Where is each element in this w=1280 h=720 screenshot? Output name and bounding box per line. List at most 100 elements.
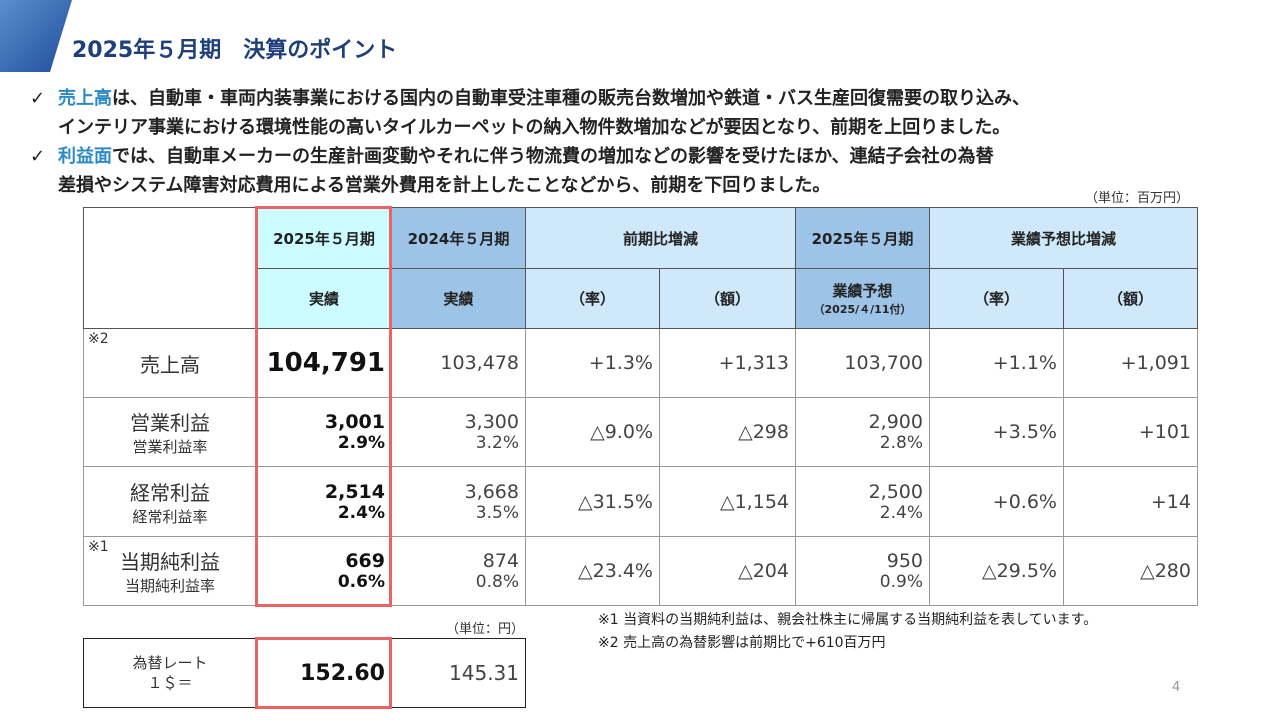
text: 当期純利益 [120,550,220,574]
value-cell: △204 [659,536,796,606]
fx-2025: 152.60 [256,638,392,708]
value-cell: +3.5% [929,397,1064,467]
value: +3.5% [992,421,1057,443]
value-cell: 103,700 [795,328,930,398]
note-mark: ※1 [88,539,109,555]
value: 103,700 [844,352,923,374]
value-cell: 3,300 3.2% [391,397,526,467]
table-row: ※2 売上高 104,791 103,478 +1.3% +1,313 103,700 +1.… [83,328,1198,398]
value-cell: 104,791 [256,328,392,398]
unit-label-fx: （単位：円） [446,622,525,637]
value-cell: △23.4% [525,536,660,606]
margin-value: 2.4% [879,502,923,523]
check-icon: ✓ [30,146,46,167]
footnote: ※2 売上高の為替影響は前期比で+610百万円 [598,635,886,651]
value-cell: 103,478 [391,328,526,398]
value-cell: 669 0.6% [256,536,392,606]
value-cell: △31.5% [525,466,660,537]
value: 874 [482,550,519,572]
margin-value: 0.8% [475,572,519,592]
value: +0.6% [992,490,1057,513]
text: では、自動車メーカーの生産計画変動やそれに伴う物流費の増加などの影響を受けたほか… [112,146,994,167]
header-rate: （率） [525,268,660,329]
fx-table: 為替レート １＄＝ 152.60 145.31 [83,638,526,708]
header-amount: （額） [1063,268,1198,329]
margin-value: 2.4% [337,502,385,523]
value-cell: 874 0.8% [391,536,526,606]
value: 3,668 [464,480,519,503]
value-cell: 3,668 3.5% [391,466,526,537]
margin-value: 2.9% [337,433,385,453]
results-table: 2025年５月期 2024年５月期 前期比増減 2025年５月期 業績予想比増減… [83,207,1198,606]
value: 2,514 [324,480,385,503]
margin-value: 2.8% [879,433,923,453]
value-cell: +14 [1063,466,1198,537]
value-cell: △29.5% [929,536,1064,606]
row-label: 経常利益 経常利益率 [83,466,257,537]
value: 2,900 [868,411,923,433]
sub-label: 営業利益率 [132,438,208,456]
footnote: ※1 当資料の当期純利益は、親会社株主に帰属する当期純利益を表しています。 [598,612,1098,628]
check-icon: ✓ [30,88,46,109]
header-rate: （率） [929,268,1064,329]
value: +1.3% [588,352,653,374]
value: +14 [1150,490,1191,513]
header-fy2024: 2024年５月期 [391,207,526,269]
value: 669 [345,550,385,572]
text: 業績予想 [832,282,893,300]
note-mark: ※2 [88,331,109,347]
sub-label: 当期純利益率 [124,577,215,595]
sub-label: 経常利益率 [132,507,208,526]
text: 経常利益 [130,480,210,505]
highlight: 売上高 [58,88,112,109]
text: 売上高 [140,352,200,377]
highlight: 利益面 [58,146,112,167]
value-cell: +0.6% [929,466,1064,537]
header-vs-forecast: 業績予想比増減 [929,207,1198,269]
fx-2024: 145.31 [391,638,526,708]
value: △23.4% [578,560,653,582]
table-row: 営業利益 営業利益率 3,001 2.9% 3,300 3.2% △9.0% △298 2,90… [83,397,1198,467]
row-label: ※1 当期純利益当期純利益率 [83,536,257,606]
header-fy2025: 2025年５月期 [256,207,392,269]
value: +1,091 [1120,352,1191,374]
value-cell: △9.0% [525,397,660,467]
value: +101 [1138,421,1191,443]
value-cell: △1,154 [659,466,796,537]
date: （2025/４/11付） [813,303,912,316]
text: １＄＝ [147,674,193,692]
header-actual: 実績 [391,268,526,329]
value: 3,300 [464,411,519,433]
header-actual: 実績 [256,268,392,329]
value: 950 [886,550,923,572]
corner-cell [83,207,257,329]
value: △298 [738,421,789,443]
header-forecast: 2025年５月期 [795,207,930,269]
value-cell: +1,313 [659,328,796,398]
page-title: 2025年５月期 決算のポイント [72,38,398,63]
margin-value: 0.6% [337,572,385,592]
row-label: ※2 売上高 [83,328,257,398]
value: +1,313 [718,352,789,374]
text: 営業利益 [130,411,210,435]
bullet-profit: ✓ 利益面では、自動車メーカーの生産計画変動やそれに伴う物流費の増加などの影響を受… [30,142,1030,200]
table-row: 経常利益 経常利益率 2,514 2.4% 3,668 3.5% △31.5% △1,154 2… [83,466,1198,537]
margin-value: 3.2% [475,433,519,453]
value-cell: 950 0.9% [795,536,930,606]
value: △1,154 [719,490,789,513]
header-amount: （額） [659,268,796,329]
value-cell: 3,001 2.9% [256,397,392,467]
value: 104,791 [266,348,385,378]
value-cell: 2,514 2.4% [256,466,392,537]
value-cell: 2,900 2.8% [795,397,930,467]
value-cell: 2,500 2.4% [795,466,930,537]
value: △280 [1140,560,1191,582]
value-cell: △280 [1063,536,1198,606]
bullet-sales: ✓ 売上高は、自動車・車両内装事業における国内の自動車受注車種の販売台数増加や鉄道… [30,84,1030,142]
value-cell: △298 [659,397,796,467]
value-cell: +1.1% [929,328,1064,398]
unit-label: （単位：百万円） [1085,191,1190,206]
text: 為替レート [132,654,208,672]
value-cell: +1,091 [1063,328,1198,398]
margin-value: 3.5% [475,502,519,523]
